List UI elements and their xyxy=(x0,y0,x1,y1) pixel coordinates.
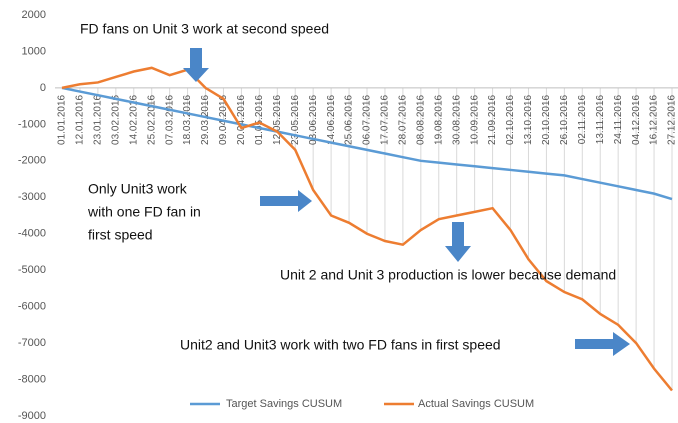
x-tick-label: 19.08.2016 xyxy=(433,94,444,144)
y-tick-label: 2000 xyxy=(22,9,46,21)
x-tick-label: 21.09.2016 xyxy=(487,94,498,144)
arrow xyxy=(183,48,209,82)
y-tick-label: -2000 xyxy=(18,155,46,167)
arrow xyxy=(445,222,471,262)
legend-label: Target Savings CUSUM xyxy=(226,398,342,410)
y-tick-label: -8000 xyxy=(18,373,46,385)
x-tick-label: 01.05.2016 xyxy=(254,94,265,144)
y-tick-label: -1000 xyxy=(18,118,46,130)
arrows xyxy=(183,48,630,356)
x-tick-label: 29.03.2016 xyxy=(200,94,211,144)
annotation: Unit 2 and Unit 3 production is lower be… xyxy=(280,267,616,283)
annotation: Only Unit3 work xyxy=(88,181,188,197)
x-tick-label: 03.02.2016 xyxy=(110,94,121,144)
series-line xyxy=(61,66,673,392)
x-tick-label: 23.01.2016 xyxy=(93,94,104,144)
x-tick-label: 06.07.2016 xyxy=(362,94,373,144)
x-tick-label: 20.04.2016 xyxy=(236,94,247,144)
y-tick-label: -9000 xyxy=(18,410,46,422)
y-tick-label: -3000 xyxy=(18,191,46,203)
x-tick-label: 17.07.2016 xyxy=(380,94,391,144)
x-tick-label: 12.01.2016 xyxy=(75,94,86,144)
series-line xyxy=(61,86,673,201)
y-tick-label: -6000 xyxy=(18,301,46,313)
legend-label: Actual Savings CUSUM xyxy=(418,398,534,410)
annotation: first speed xyxy=(88,227,153,243)
plot: 2000 1000 0 -1000 -2000 -3000 -4000 -5000 -6000 -… xyxy=(18,9,678,422)
x-tick-label: 24.11.2016 xyxy=(613,94,624,144)
annotation: FD fans on Unit 3 work at second speed xyxy=(80,21,329,37)
x-tick-label: 13.11.2016 xyxy=(595,94,606,144)
y-tick-label: -5000 xyxy=(18,264,46,276)
x-tick-label: 18.03.2016 xyxy=(182,94,193,144)
x-tick-label: 07.03.2016 xyxy=(164,94,175,144)
y-tick-label: -4000 xyxy=(18,228,46,240)
x-tick-label: 02.10.2016 xyxy=(505,94,516,144)
x-tick-label: 25.02.2016 xyxy=(146,94,157,144)
x-tick-label: 25.06.2016 xyxy=(344,94,355,144)
y-tick-label: 1000 xyxy=(22,45,46,57)
annotation: with one FD fan in xyxy=(87,204,201,220)
x-tick-label: 12.05.2016 xyxy=(272,94,283,144)
x-tick-label: 26.10.2016 xyxy=(559,94,570,144)
x-tick-label: 10.09.2016 xyxy=(469,94,480,144)
x-tick-label: 03.06.2016 xyxy=(308,94,319,144)
y-tick-label: -7000 xyxy=(18,337,46,349)
x-tick-label: 08.08.2016 xyxy=(415,94,426,144)
x-tick-label: 14.06.2016 xyxy=(326,94,337,144)
annotation: Unit2 and Unit3 work with two FD fans in… xyxy=(180,337,501,353)
arrow xyxy=(575,332,630,356)
x-tick-label: 13.10.2016 xyxy=(523,94,534,144)
x-tick-label: 27.12.2016 xyxy=(667,94,678,144)
x-tick-label: 01.01.2016 xyxy=(57,94,68,144)
x-tick-label: 28.07.2016 xyxy=(398,94,409,144)
x-tick-label: 02.11.2016 xyxy=(577,94,588,144)
arrow xyxy=(260,190,312,212)
x-tick-label: 16.12.2016 xyxy=(649,94,660,144)
x-tick-label: 23.05.2016 xyxy=(290,94,301,144)
y-tick-label: 0 xyxy=(40,82,46,94)
x-tick-label: 04.12.2016 xyxy=(631,94,642,144)
x-tick-label: 14.02.2016 xyxy=(128,94,139,144)
x-tick-label: 20.10.2016 xyxy=(541,94,552,144)
x-tick-label: 30.08.2016 xyxy=(451,94,462,144)
